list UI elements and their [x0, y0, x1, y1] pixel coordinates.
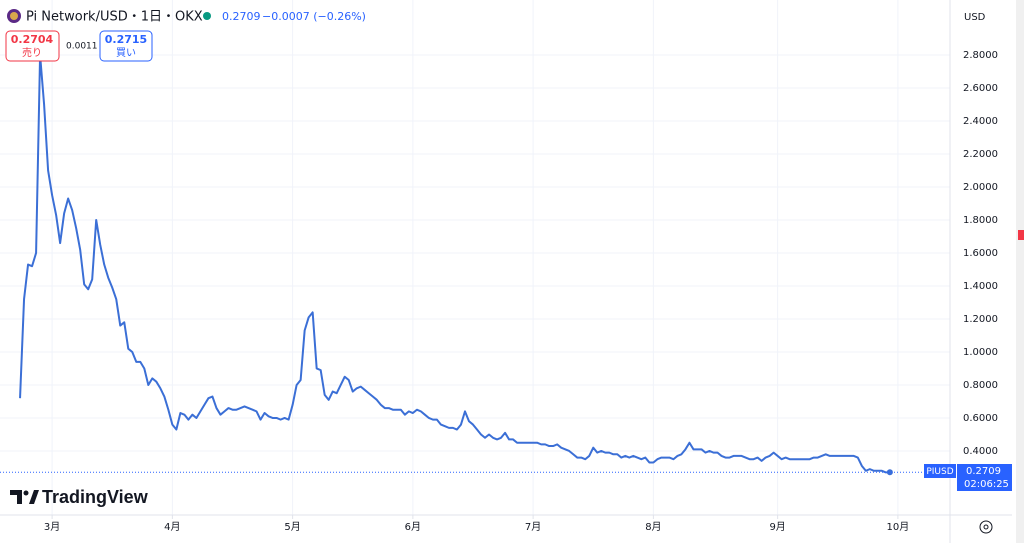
price-change: −0.0007 (−0.26%)	[262, 10, 366, 23]
spread: 0.0011	[66, 42, 98, 52]
y-tick-label: 1.6000	[963, 248, 998, 259]
currency-select[interactable]	[955, 5, 1005, 29]
x-tick-label: 6月	[405, 521, 421, 533]
grid-layer	[0, 0, 950, 515]
brand-name: TradingView	[42, 487, 149, 507]
y-tick-label: 1.8000	[963, 215, 998, 226]
y-tick-label: 2.6000	[963, 83, 998, 94]
countdown: 02:06:25	[964, 479, 1009, 490]
buy-label: 買い	[116, 47, 136, 59]
sell-label: 売り	[22, 46, 42, 59]
x-tick-label: 9月	[769, 521, 785, 533]
x-tick-label: 7月	[525, 521, 541, 533]
buy-price: 0.2715	[105, 33, 147, 46]
buy-button[interactable]	[99, 30, 153, 62]
y-tick-label: 2.0000	[963, 182, 998, 193]
last-point	[886, 469, 893, 476]
y-tick-label: 0.8000	[963, 380, 998, 391]
scrollbar-marker	[1018, 230, 1024, 240]
market-status[interactable]	[203, 12, 211, 20]
x-tick-label: 10月	[887, 521, 910, 533]
y-tick-label: 2.2000	[963, 149, 998, 160]
x-tick-label: 4月	[164, 521, 180, 533]
x-tick-label: 5月	[284, 521, 300, 533]
last-price: 0.2709	[222, 10, 261, 23]
symbol-title[interactable]: Pi Network/USD・1日・OKX	[26, 10, 203, 25]
y-tick-label: 1.4000	[963, 281, 998, 292]
price-badge-value: 0.2709	[966, 466, 1001, 477]
data-layer	[0, 53, 950, 476]
price-line	[19, 53, 890, 474]
y-tick-label: 1.0000	[963, 347, 998, 358]
y-tick-label: 1.2000	[963, 314, 998, 325]
x-tick-label: 3月	[44, 521, 60, 533]
y-tick-label: 2.8000	[963, 50, 998, 61]
brand-logo	[10, 490, 39, 504]
symbol-badge	[924, 464, 956, 478]
settings-button[interactable]	[979, 520, 993, 534]
settings-button-inner	[983, 524, 989, 530]
y-tick-label: 2.4000	[963, 116, 998, 127]
symbol-label: PIUSD	[926, 467, 953, 477]
price-badge	[957, 464, 1012, 491]
y-tick-label: 0.6000	[963, 413, 998, 424]
x-tick-label: 8月	[645, 521, 661, 533]
symbol-logo-inner	[10, 12, 18, 20]
scrollbar	[1016, 0, 1024, 543]
y-tick-label: 0.4000	[963, 446, 998, 457]
sell-button[interactable]	[5, 30, 60, 62]
sell-price: 0.2704	[11, 33, 54, 46]
currency: USD	[964, 12, 986, 23]
